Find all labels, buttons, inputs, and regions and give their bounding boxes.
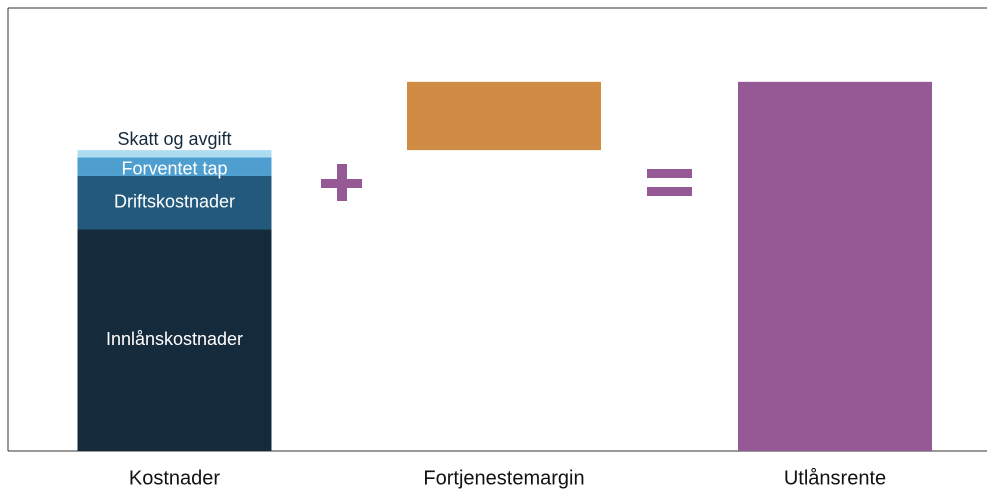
segment-label: Skatt og avgift [117, 129, 231, 149]
x-tick-label: Fortjenestemargin [423, 467, 584, 489]
segment-label: Driftskostnader [114, 191, 235, 211]
equals-sign [647, 169, 692, 196]
segment-label: Forventet tap [121, 158, 227, 178]
plus-sign [321, 164, 362, 201]
bar [738, 81, 932, 451]
bar-segment [77, 175, 272, 230]
bar [407, 81, 601, 151]
bar-segment [77, 229, 272, 451]
x-tick-label: Kostnader [129, 467, 221, 489]
bar-segment [77, 157, 272, 176]
bar-segment [77, 150, 272, 158]
segment-label: Innlånskostnader [106, 329, 243, 349]
x-tick-label: Utlånsrente [784, 467, 886, 489]
